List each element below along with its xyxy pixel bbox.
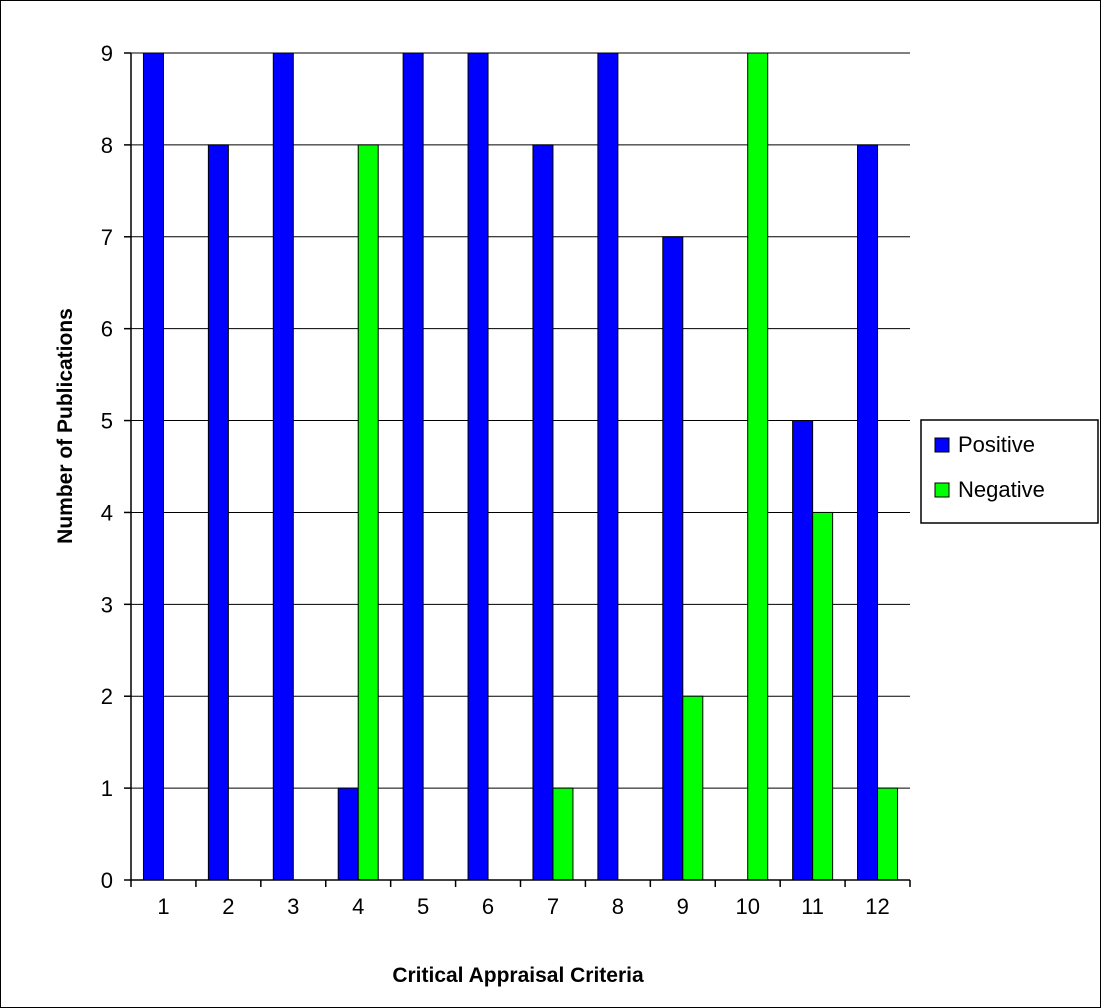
- gridlines: [131, 52, 910, 789]
- legend-swatch-positive: [934, 437, 950, 453]
- bar-negative-4: [357, 144, 379, 881]
- bar-positive-7: [532, 144, 554, 881]
- y-tick-label: 8: [101, 133, 113, 158]
- bar-negative-10: [747, 52, 769, 881]
- x-tick-label: 6: [482, 894, 494, 919]
- bar-positive-1: [142, 52, 164, 881]
- x-tick-label: 2: [222, 894, 234, 919]
- bar-negative-11: [812, 511, 834, 881]
- legend-label-positive: Positive: [958, 432, 1035, 457]
- legend: Positive Negative: [920, 419, 1099, 524]
- y-tick-label: 4: [101, 500, 113, 525]
- axes: [124, 52, 911, 887]
- y-tick-label: 7: [101, 225, 113, 250]
- bar-positive-3: [272, 52, 294, 881]
- y-tick-labels: 0 1 2 3 4 5 6 7 8 9: [101, 41, 113, 893]
- x-tick-label: 5: [417, 894, 429, 919]
- y-tick-label: 0: [101, 868, 113, 893]
- bar-positive-2: [207, 144, 229, 881]
- bar-positive-5: [402, 52, 424, 881]
- y-tick-label: 3: [101, 592, 113, 617]
- legend-box: [920, 419, 1099, 524]
- x-tick-label: 4: [352, 894, 364, 919]
- bar-negative-7: [552, 787, 574, 881]
- legend-label-negative: Negative: [958, 477, 1045, 502]
- x-tick-label: 1: [157, 894, 169, 919]
- bar-positive-12: [857, 144, 879, 881]
- y-tick-label: 1: [101, 776, 113, 801]
- bar-positive-11: [792, 420, 814, 881]
- bar-positive-9: [662, 236, 684, 881]
- y-tick-label: 2: [101, 684, 113, 709]
- bar-negative-9: [682, 695, 704, 881]
- x-tick-label: 11: [801, 894, 824, 919]
- y-tick-label: 5: [101, 409, 113, 434]
- x-axis-title: Critical Appraisal Criteria: [392, 964, 644, 987]
- x-tick-label: 9: [677, 894, 689, 919]
- bar-negative-12: [877, 787, 899, 881]
- y-axis-title: Number of Publications: [54, 308, 77, 544]
- x-tick-label: 3: [287, 894, 299, 919]
- y-tick-label: 6: [101, 317, 113, 342]
- bar-positive-8: [597, 52, 619, 881]
- y-tick-label: 9: [101, 41, 113, 66]
- bar-positive-4: [337, 787, 359, 881]
- x-tick-label: 12: [865, 894, 889, 919]
- x-tick-label: 8: [612, 894, 624, 919]
- bars: [142, 52, 899, 881]
- x-tick-labels: 1 2 3 4 5 6 7 8 9 10 11 12: [157, 894, 889, 919]
- x-tick-label: 7: [547, 894, 559, 919]
- bar-positive-6: [467, 52, 489, 881]
- legend-swatch-negative: [934, 482, 950, 498]
- x-tick-label: 10: [735, 894, 759, 919]
